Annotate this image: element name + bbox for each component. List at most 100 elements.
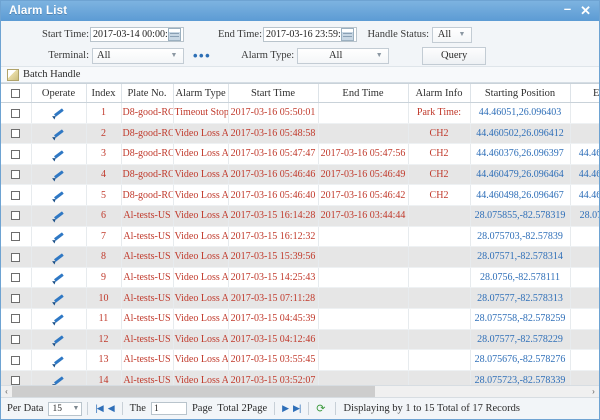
- pager-divider: [274, 402, 276, 415]
- table-row[interactable]: 12 Al-tests-US Video Loss A 2017-03-15 04:1…: [1, 329, 599, 351]
- row-checkbox[interactable]: [11, 170, 21, 180]
- edit-icon[interactable]: [53, 190, 65, 201]
- row-end-position-cell: [570, 246, 599, 268]
- end-time-input[interactable]: 2017-03-16 23:59:59: [263, 27, 357, 42]
- batch-handle-button[interactable]: Batch Handle: [23, 69, 81, 80]
- table-row[interactable]: 6 Al-tests-US Video Loss A 2017-03-15 16:14…: [1, 205, 599, 227]
- edit-icon[interactable]: [53, 128, 65, 139]
- scrollbar-thumb[interactable]: [12, 386, 375, 397]
- row-checkbox[interactable]: [11, 335, 21, 345]
- filter-panel: Start Time: 2017-03-14 00:00:00 End Time…: [1, 21, 599, 67]
- table-row[interactable]: 4 D8-good-RO Video Loss A 2017-03-16 05:46:…: [1, 164, 599, 186]
- more-options-button[interactable]: •••: [193, 47, 212, 63]
- row-alarm-info-cell: [408, 370, 471, 385]
- minimize-icon[interactable]: –: [563, 1, 572, 16]
- row-plate-cell: Al-tests-US: [121, 370, 174, 385]
- table-row[interactable]: 2 D8-good-RO Video Loss A 2017-03-16 05:48:…: [1, 123, 599, 145]
- table-row[interactable]: 1 D8-good-RO Timeout Stop 2017-03-16 05:50:…: [1, 102, 599, 124]
- row-alarm-info-cell: CH2: [408, 143, 471, 165]
- row-end-position-cell: 44.460369,26.09640: [570, 143, 599, 165]
- calendar-icon[interactable]: [168, 28, 181, 41]
- edit-icon[interactable]: [53, 375, 65, 385]
- row-end-time-cell: [318, 329, 409, 351]
- edit-icon[interactable]: [53, 169, 65, 180]
- row-checkbox[interactable]: [11, 129, 21, 139]
- row-checkbox[interactable]: [11, 293, 21, 303]
- row-index-cell: 13: [86, 349, 122, 371]
- select-all-checkbox[interactable]: [11, 88, 21, 98]
- row-checkbox[interactable]: [11, 149, 21, 159]
- row-alarm-info-cell: [408, 329, 471, 351]
- query-button[interactable]: Query: [422, 46, 487, 65]
- table-row[interactable]: 11 Al-tests-US Video Loss A 2017-03-15 04:4…: [1, 308, 599, 330]
- row-checkbox[interactable]: [11, 376, 21, 385]
- edit-icon[interactable]: [53, 334, 65, 345]
- row-index-cell: 2: [86, 123, 122, 145]
- row-alarm-info-cell: [408, 205, 471, 227]
- alarm-type-label: Alarm Type:: [241, 50, 295, 61]
- row-operate-cell: [31, 143, 87, 165]
- table-row[interactable]: 14 Al-tests-US Video Loss A 2017-03-15 03:5…: [1, 370, 599, 385]
- scroll-left-icon[interactable]: ‹: [1, 386, 12, 397]
- horizontal-scrollbar[interactable]: ‹ ›: [1, 385, 599, 397]
- row-start-time-cell: 2017-03-15 16:12:32: [228, 226, 319, 248]
- edit-icon[interactable]: [53, 231, 65, 242]
- row-end-position-cell: 44.460464,26.09646: [570, 164, 599, 186]
- row-starting-position-cell: 44.460376,26.096397: [470, 143, 571, 165]
- table-row[interactable]: 10 Al-tests-US Video Loss A 2017-03-15 07:1…: [1, 287, 599, 309]
- pager-divider: [334, 402, 336, 415]
- record-status-text: Displaying by 1 to 15 Total of 17 Record…: [343, 403, 520, 414]
- row-operate-cell: [31, 267, 87, 289]
- column-starting-position: Starting Position: [470, 84, 571, 103]
- table-row[interactable]: 7 Al-tests-US Video Loss A 2017-03-15 16:12…: [1, 226, 599, 248]
- column-operate: Operate: [31, 84, 87, 103]
- row-start-time-cell: 2017-03-16 05:47:47: [228, 143, 319, 165]
- alarm-type-select[interactable]: All ▼: [297, 47, 390, 64]
- table-row[interactable]: 5 D8-good-RO Video Loss A 2017-03-16 05:46:…: [1, 184, 599, 206]
- per-page-select[interactable]: 15 ▼: [48, 401, 83, 416]
- row-index-cell: 10: [86, 287, 122, 309]
- row-alarm-info-cell: CH2: [408, 164, 471, 186]
- row-checkbox[interactable]: [11, 211, 21, 221]
- row-checkbox[interactable]: [11, 252, 21, 262]
- row-end-time-cell: [318, 308, 409, 330]
- row-plate-cell: Al-tests-US: [121, 267, 174, 289]
- table-row[interactable]: 9 Al-tests-US Video Loss A 2017-03-15 14:25…: [1, 267, 599, 289]
- edit-icon[interactable]: [53, 210, 65, 221]
- row-start-time-cell: 2017-03-16 05:48:58: [228, 123, 319, 145]
- row-checkbox[interactable]: [11, 355, 21, 365]
- close-icon[interactable]: ✕: [580, 3, 591, 18]
- terminal-select[interactable]: All ▼: [92, 47, 184, 64]
- edit-icon[interactable]: [53, 293, 65, 304]
- prev-page-button[interactable]: ◀: [107, 403, 115, 413]
- row-operate-cell: [31, 246, 87, 268]
- last-page-button[interactable]: ▶|: [293, 403, 301, 413]
- table-row[interactable]: 8 Al-tests-US Video Loss A 2017-03-15 15:39…: [1, 246, 599, 268]
- table-row[interactable]: 13 Al-tests-US Video Loss A 2017-03-15 03:5…: [1, 349, 599, 371]
- calendar-icon[interactable]: [341, 28, 354, 41]
- row-checkbox[interactable]: [11, 232, 21, 242]
- scrollbar-track[interactable]: [12, 386, 588, 397]
- edit-icon[interactable]: [53, 149, 65, 160]
- edit-icon[interactable]: [53, 355, 65, 366]
- first-page-button[interactable]: |◀: [95, 403, 103, 413]
- row-alarm-type-cell: Video Loss A: [173, 123, 229, 145]
- table-row[interactable]: 3 D8-good-RO Video Loss A 2017-03-16 05:47:…: [1, 143, 599, 165]
- handle-status-select[interactable]: All ▼: [432, 26, 472, 43]
- row-checkbox[interactable]: [11, 108, 21, 118]
- page-number-input[interactable]: 1: [150, 402, 187, 415]
- row-checkbox[interactable]: [11, 273, 21, 283]
- row-checkbox[interactable]: [11, 190, 21, 200]
- next-page-button[interactable]: ▶: [282, 403, 289, 413]
- refresh-icon[interactable]: ⟳: [316, 402, 326, 415]
- scroll-right-icon[interactable]: ›: [588, 386, 599, 397]
- edit-icon[interactable]: [53, 272, 65, 283]
- pager-divider: [121, 402, 123, 415]
- row-checkbox[interactable]: [11, 314, 21, 324]
- edit-icon[interactable]: [53, 107, 65, 118]
- edit-icon[interactable]: [53, 252, 65, 263]
- start-time-input[interactable]: 2017-03-14 00:00:00: [90, 27, 184, 42]
- edit-icon[interactable]: [53, 313, 65, 324]
- row-checkbox-cell: [1, 102, 32, 124]
- handle-status-value: All: [437, 29, 452, 40]
